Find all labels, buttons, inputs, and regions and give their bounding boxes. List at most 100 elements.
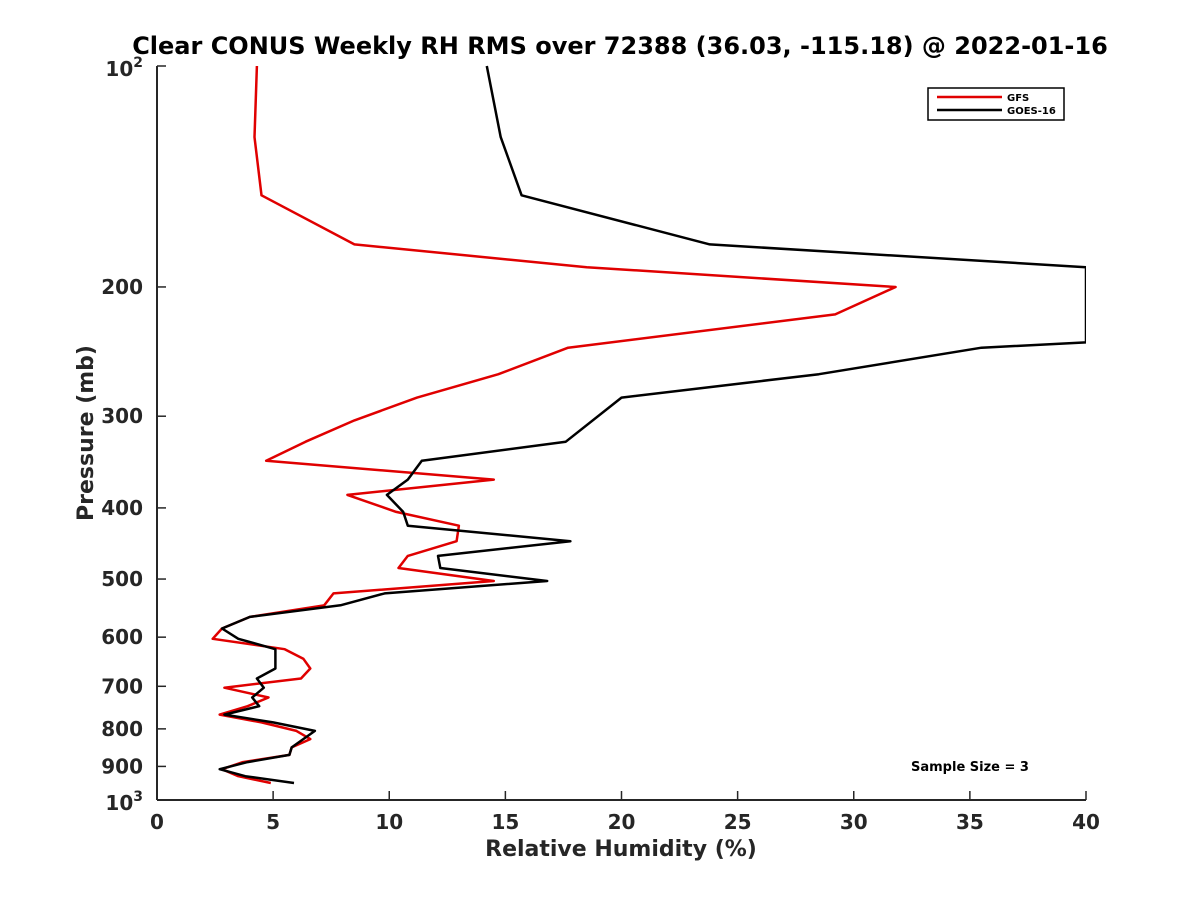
series-point-goes16: [303, 738, 305, 740]
series-point-goes16: [421, 460, 423, 462]
series-layer: [211, 65, 1087, 785]
series-point-gfs: [354, 244, 356, 246]
series-point-gfs: [300, 678, 302, 680]
series-point-goes16: [621, 397, 623, 399]
series-point-gfs: [261, 195, 263, 197]
series-point-goes16: [249, 616, 251, 618]
series-point-gfs: [407, 555, 409, 557]
legend-label-gfs: GFS: [1007, 93, 1029, 104]
x-tick-label: 40: [1072, 810, 1100, 834]
series-point-gfs: [310, 738, 312, 740]
series-point-goes16: [291, 747, 293, 749]
sample-size-annotation: Sample Size = 3: [911, 760, 1029, 775]
series-point-goes16: [486, 65, 488, 67]
series-point-gfs: [398, 567, 400, 569]
series-point-goes16: [981, 347, 983, 349]
series-point-goes16: [384, 593, 386, 595]
x-tick-label: 25: [724, 810, 752, 834]
x-tick-label: 10: [375, 810, 403, 834]
series-point-goes16: [221, 628, 223, 630]
series-point-goes16: [314, 730, 316, 732]
series-point-goes16: [1085, 342, 1087, 344]
series-point-gfs: [354, 420, 356, 422]
series-point-goes16: [500, 136, 502, 138]
series-point-goes16: [275, 668, 277, 670]
series-point-goes16: [386, 494, 388, 496]
series-point-gfs: [256, 65, 258, 67]
series-point-goes16: [440, 567, 442, 569]
series-point-goes16: [1085, 266, 1087, 268]
series-point-gfs: [458, 525, 460, 527]
series-point-goes16: [570, 540, 572, 542]
series-point-gfs: [212, 638, 214, 640]
series-point-goes16: [219, 768, 221, 770]
legend-label-goes16: GOES-16: [1007, 106, 1056, 117]
series-point-goes16: [289, 754, 291, 756]
series-point-gfs: [498, 373, 500, 375]
series-point-goes16: [402, 511, 404, 513]
series-point-gfs: [416, 397, 418, 399]
x-tick-label: 15: [491, 810, 519, 834]
x-axis-label: Relative Humidity (%): [485, 837, 757, 862]
series-point-goes16: [293, 782, 295, 784]
series-point-gfs: [310, 668, 312, 670]
x-tick-label: 5: [266, 810, 280, 834]
y-ticks: 102 200 300 400 500 600 700 800 900 103: [101, 55, 166, 815]
series-point-goes16: [245, 775, 247, 777]
legend: GFS GOES-16: [927, 87, 1065, 121]
series-point-goes16: [247, 761, 249, 763]
x-tick-label: 30: [840, 810, 868, 834]
series-point-gfs: [895, 286, 897, 288]
series-point-goes16: [521, 195, 523, 197]
series-point-goes16: [546, 580, 548, 582]
y-tick-label: 700: [101, 674, 143, 698]
series-point-gfs: [219, 714, 221, 716]
x-ticks: 0 5 10 15 20 25 30 35 40: [150, 791, 1100, 834]
series-point-goes16: [238, 638, 240, 640]
series-point-goes16: [224, 714, 226, 716]
series-point-goes16: [407, 525, 409, 527]
y-tick-label: 800: [101, 717, 143, 741]
series-line-gfs: [211, 65, 897, 785]
plot-area: [157, 66, 1086, 800]
series-point-gfs: [296, 730, 298, 732]
series-point-gfs: [347, 494, 349, 496]
series-point-gfs: [270, 782, 272, 784]
chart-title: Clear CONUS Weekly RH RMS over 72388 (36…: [132, 32, 1108, 60]
series-point-goes16: [256, 678, 258, 680]
series-point-gfs: [567, 347, 569, 349]
series-point-goes16: [565, 441, 567, 443]
series-point-gfs: [305, 441, 307, 443]
series-point-goes16: [275, 658, 277, 660]
x-tick-label: 20: [608, 810, 636, 834]
y-tick-label: 200: [101, 275, 143, 299]
series-point-gfs: [493, 479, 495, 481]
y-tick-label: 102: [105, 55, 143, 81]
series-point-goes16: [275, 648, 277, 650]
series-point-goes16: [709, 244, 711, 246]
y-tick-label: 900: [101, 754, 143, 778]
series-point-gfs: [268, 697, 270, 699]
y-tick-label: 600: [101, 625, 143, 649]
series-point-gfs: [265, 460, 267, 462]
series-point-goes16: [272, 722, 274, 724]
series-point-gfs: [586, 266, 588, 268]
y-tick-label: 400: [101, 496, 143, 520]
series-point-gfs: [224, 687, 226, 689]
y-tick-label: 500: [101, 567, 143, 591]
series-point-goes16: [437, 555, 439, 557]
series-point-goes16: [407, 479, 409, 481]
series-point-goes16: [258, 705, 260, 707]
series-point-goes16: [263, 687, 265, 689]
series-point-gfs: [333, 593, 335, 595]
x-tick-label: 35: [956, 810, 984, 834]
series-point-goes16: [340, 605, 342, 607]
x-tick-label: 0: [150, 810, 164, 834]
series-point-gfs: [254, 136, 256, 138]
series-point-gfs: [834, 314, 836, 316]
series-point-gfs: [395, 511, 397, 513]
series-point-gfs: [303, 658, 305, 660]
legend-box: [927, 87, 1065, 121]
series-line-goes16: [218, 65, 1086, 785]
